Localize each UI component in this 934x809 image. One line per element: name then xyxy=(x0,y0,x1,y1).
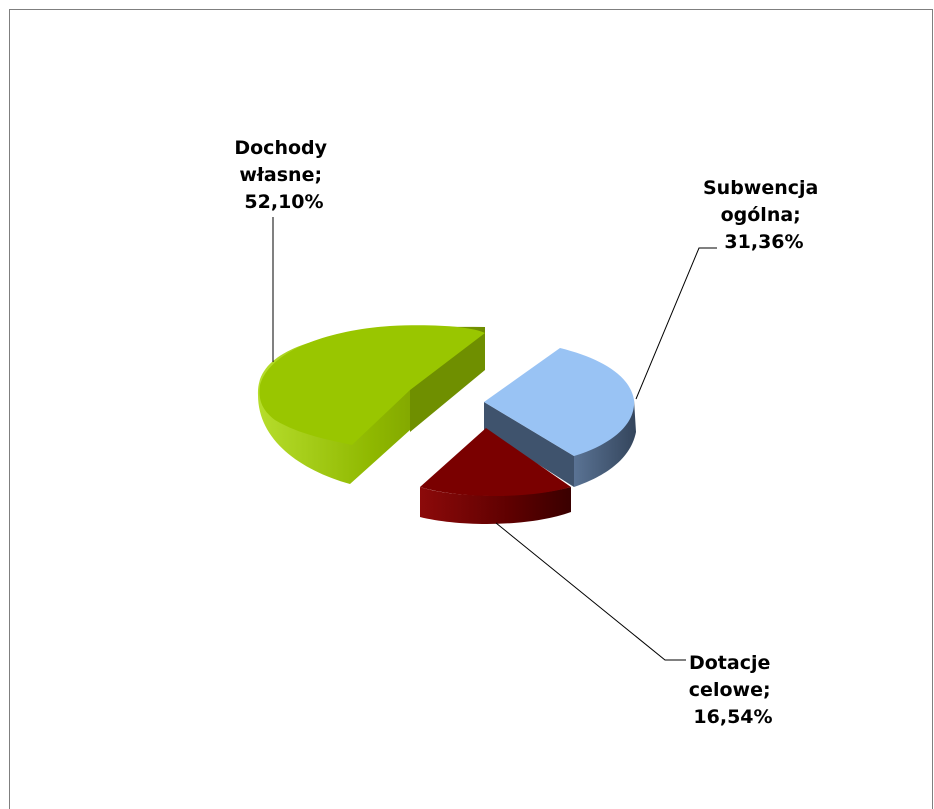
pie-slice-dotacje-celowe xyxy=(420,428,571,524)
data-label-subwencja-ogolna: Subwencja ogólna; 31,36% xyxy=(703,177,825,253)
pie-slice-subwencja-ogolna xyxy=(484,348,636,487)
pie-slice-cut-face xyxy=(484,402,574,487)
leader-line-subwencja-ogolna xyxy=(635,247,717,400)
chart-frame xyxy=(9,9,933,809)
pie-slice-top xyxy=(259,325,485,445)
pie-slice-top xyxy=(484,348,635,456)
pie-slice-side xyxy=(420,487,571,524)
pie-slice-dochody-wlasne xyxy=(257,325,485,484)
leader-line-dotacje-celowe xyxy=(495,522,686,661)
data-label-dochody-wlasne: Dochody własne; 52,10% xyxy=(234,137,333,213)
pie-slice-top xyxy=(420,428,571,496)
data-label-dotacje-celowe: Dotacje celowe; 16,54% xyxy=(689,652,777,728)
pie-slice-cut-face xyxy=(410,333,485,432)
